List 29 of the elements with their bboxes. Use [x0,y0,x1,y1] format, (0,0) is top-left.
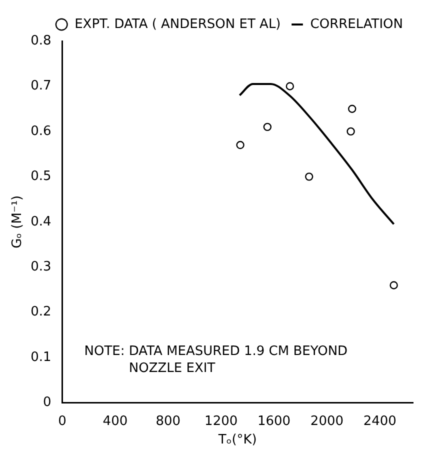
point [348,104,356,113]
y-axis-title: Gₒ (M⁻¹) [10,195,26,248]
legend-label: CORRELATION [310,16,404,32]
point [236,140,244,150]
point [286,82,294,90]
y-tick-label: 0.6 [30,124,52,139]
y-tick-label: 0.8 [30,33,52,48]
line-series [238,82,395,226]
y-tick-label: 0.5 [30,169,52,184]
annotation: NOTE: DATA MEASURED 1.9 CM BEYOND NOZZLE EXIT [84,344,348,376]
y-tick-label: 0.2 [30,304,52,320]
point [305,172,314,181]
y-tick-label: 0 [42,395,52,410]
y-tick-label: 0.4 [30,214,52,230]
x-tick-label: 1200 [204,414,238,429]
y-tick-label: 0.7 [30,78,52,94]
x-tick-label: 1600 [257,414,291,429]
legend-label: EXPT. DATA ( ANDERSON ET AL) [74,16,281,32]
y-tick-label: 0.3 [30,260,52,274]
point [263,122,272,132]
x-tick-label: 2000 [310,414,344,429]
x-tick-label: 800 [156,414,181,429]
point [390,281,398,290]
x-tick-label: 0 [58,414,66,429]
x-tick-label: 2400 [363,414,396,429]
x-tick-label: 400 [102,414,128,429]
x-axis-title: Tₒ(°K) [217,432,257,448]
y-tick-label: 0.1 [30,350,52,365]
point [346,127,355,136]
